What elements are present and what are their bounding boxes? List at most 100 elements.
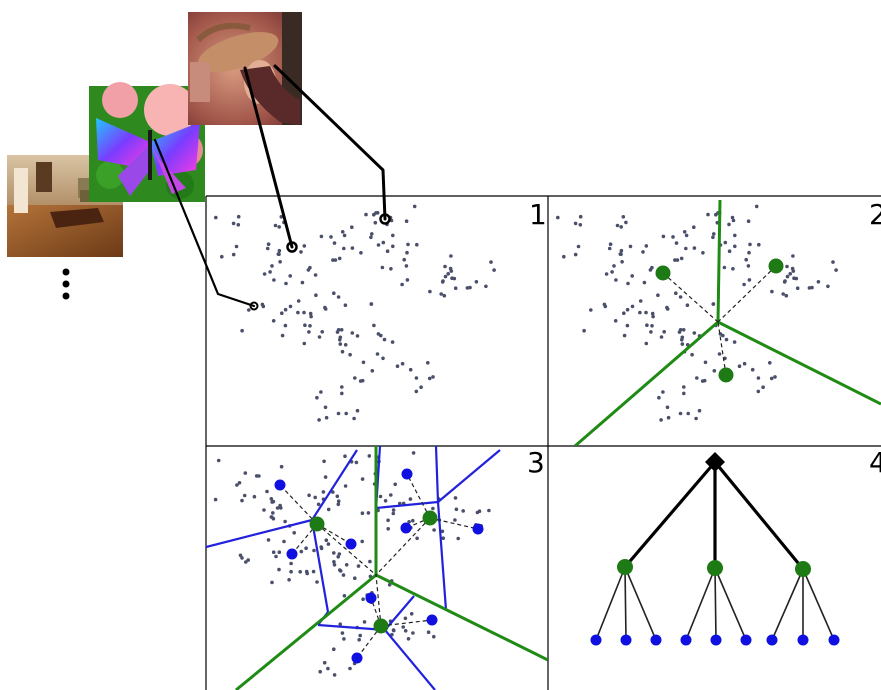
cluster-center-level2 [345, 538, 357, 550]
descriptor-point [390, 340, 395, 344]
descriptor-point [411, 451, 416, 455]
descriptor-point [391, 628, 396, 632]
descriptor-point [754, 204, 759, 209]
descriptor-point [266, 538, 271, 542]
descriptor-point [364, 212, 368, 217]
descriptor-point [367, 454, 372, 458]
descriptor-point [318, 669, 323, 674]
tree-node-level1 [707, 560, 723, 576]
descriptor-point [686, 411, 690, 416]
panel-2-kmeans-level1 [556, 199, 881, 446]
descriptor-point [666, 415, 671, 420]
descriptor-point [348, 666, 352, 671]
descriptor-point [391, 233, 395, 238]
descriptor-point [671, 235, 675, 239]
descriptor-point [613, 319, 618, 323]
descriptor-point [391, 511, 396, 516]
descriptor-point [769, 376, 774, 381]
cluster-boundaries-level1 [235, 446, 548, 690]
descriptor-point [573, 221, 578, 226]
descriptor-point [612, 264, 616, 268]
descriptor-point [323, 475, 328, 479]
tree-leaf-node [740, 634, 752, 646]
descriptor-point [336, 502, 341, 507]
descriptor-point [650, 324, 654, 328]
cluster-boundaries-level1 [574, 199, 881, 446]
descriptor-point [320, 330, 325, 334]
descriptor-point [338, 342, 343, 346]
descriptor-point [405, 278, 410, 282]
descriptor-point [711, 302, 716, 306]
descriptor-point [308, 311, 313, 316]
descriptor-point [408, 497, 413, 501]
descriptor-point [788, 272, 792, 276]
descriptor-point [273, 223, 278, 228]
descriptor-point [645, 323, 649, 328]
descriptor-point [680, 335, 685, 340]
cluster-center-level1 [718, 367, 734, 383]
tree-edges-level2 [595, 566, 835, 641]
descriptor-point [272, 278, 276, 282]
cluster-center-level2 [472, 523, 484, 535]
descriptor-point [650, 265, 654, 270]
descriptor-point [733, 233, 737, 238]
descriptor-point [343, 484, 348, 488]
descriptor-point [372, 323, 376, 328]
descriptor-point [673, 258, 677, 262]
descriptor-point [730, 215, 735, 220]
descriptor-point [414, 376, 419, 380]
descriptor-point [319, 545, 324, 549]
descriptor-point [724, 337, 729, 342]
descriptor-point [275, 506, 280, 510]
descriptor-point [412, 204, 417, 209]
descriptor-point [271, 499, 276, 504]
tree-leaf-node [680, 634, 692, 646]
descriptor-point [304, 546, 308, 550]
feature-connector-lines [153, 64, 387, 308]
descriptor-point [626, 281, 630, 286]
descriptor-point [277, 248, 282, 253]
descriptor-point [266, 242, 271, 246]
descriptor-point [690, 352, 694, 357]
descriptor-point [279, 464, 284, 469]
descriptor-point [269, 515, 274, 519]
descriptor-point [487, 508, 491, 513]
descriptor-point [337, 552, 342, 556]
descriptor-point [604, 272, 609, 276]
descriptor-point [342, 233, 347, 238]
descriptor-point [408, 367, 413, 372]
descriptor-point [391, 508, 396, 512]
descriptor-point [746, 219, 751, 223]
cluster-centers-level2 [274, 468, 484, 664]
descriptor-point [342, 594, 347, 598]
descriptor-point [311, 569, 316, 574]
descriptor-point [661, 390, 665, 394]
descriptor-point [344, 411, 349, 416]
descriptor-point [406, 242, 410, 247]
descriptor-point [332, 551, 336, 555]
descriptor-point [299, 250, 303, 254]
descriptor-point [332, 560, 336, 564]
descriptor-point [332, 291, 336, 296]
descriptor-point [333, 258, 338, 262]
descriptor-point [358, 633, 363, 638]
descriptor-point [355, 334, 360, 338]
descriptor-point [280, 311, 284, 316]
descriptor-point [456, 536, 461, 541]
descriptor-point [300, 280, 305, 285]
descriptor-point [400, 282, 404, 287]
descriptor-point [649, 330, 653, 334]
descriptor-point [622, 333, 627, 338]
descriptor-point [319, 234, 324, 239]
descriptor-point [376, 332, 381, 336]
descriptor-point [674, 291, 678, 296]
descriptor-point [339, 328, 344, 332]
descriptor-point [453, 286, 458, 291]
descriptor-point [426, 630, 431, 634]
descriptor-point [326, 542, 331, 546]
cluster-center-level2 [286, 548, 298, 560]
descriptor-point [791, 254, 795, 258]
descriptor-point [615, 223, 620, 228]
descriptor-point [361, 360, 366, 365]
descriptor-point [674, 241, 679, 245]
